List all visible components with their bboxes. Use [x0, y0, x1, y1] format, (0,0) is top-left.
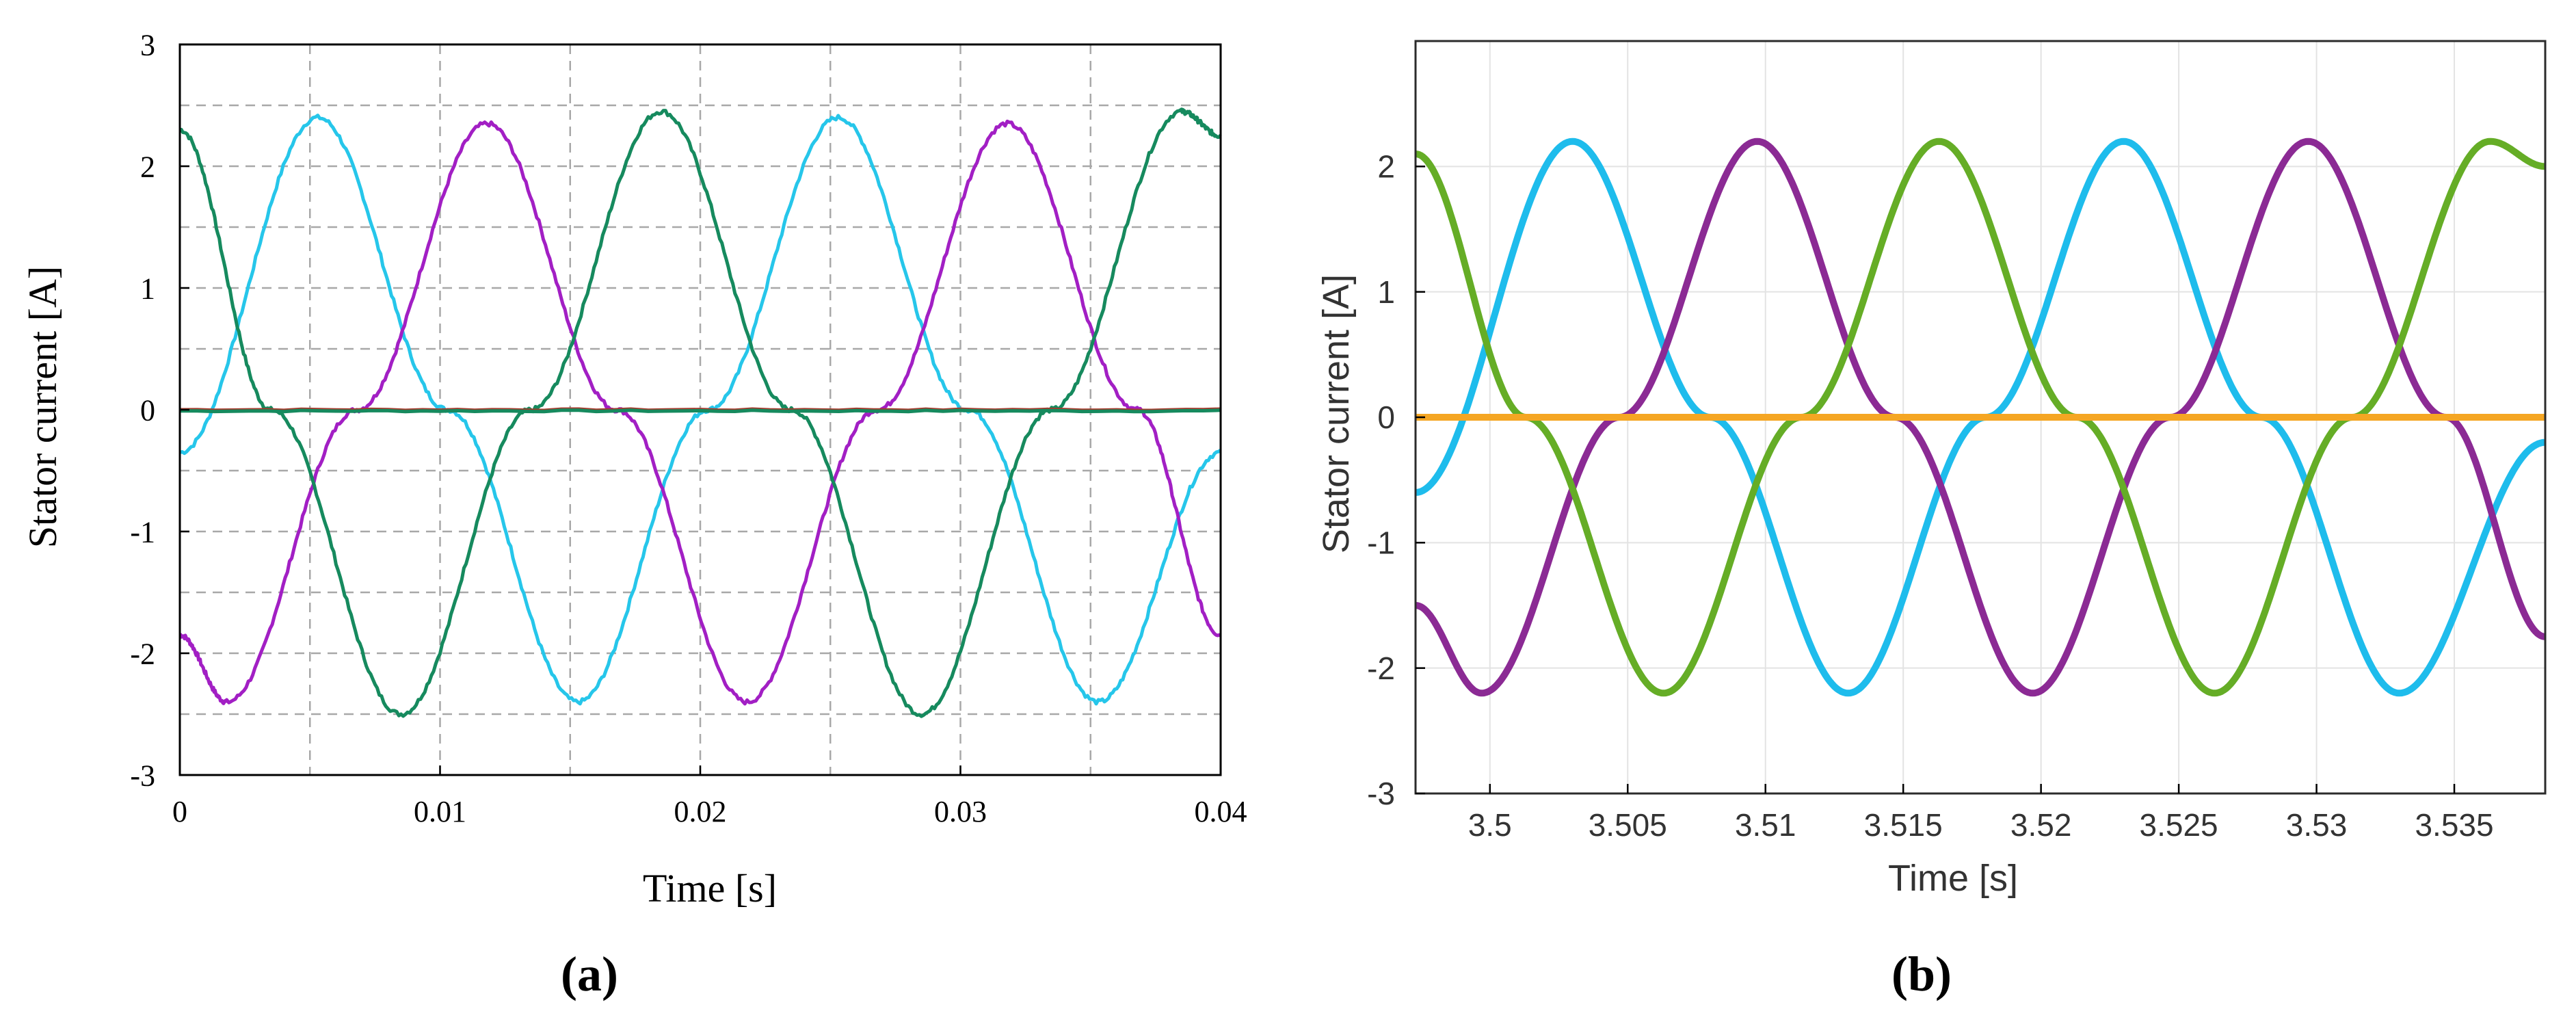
panel-b-label: (b)	[1891, 947, 1952, 1001]
panel-a-label: (a)	[561, 947, 618, 1001]
panel-a-series	[178, 107, 1222, 718]
panel-b-x-axis-label: Time [s]	[1888, 858, 2018, 899]
y-tick-label: -1	[1367, 525, 1395, 560]
y-tick-label: 3	[140, 28, 155, 62]
panel-b-series	[1413, 137, 2548, 697]
panel-a-ticks: 0 0.01 0.02 0.03 0.04 3 2 1 0 -1 -2 -3	[130, 28, 1247, 828]
y-tick-label: 1	[140, 272, 155, 305]
series-line-3	[179, 107, 1222, 718]
y-tick-label: -2	[130, 637, 155, 670]
series-line-5	[179, 408, 1221, 414]
x-tick-label: 0.01	[414, 795, 466, 828]
y-tick-label: 1	[1377, 274, 1395, 310]
panel-b: 3.5 3.505 3.51 3.515 3.52 3.525 3.53 3.535 2 1 0 -1…	[1316, 40, 2548, 1001]
x-tick-label: 3.51	[1735, 807, 1796, 843]
panel-b-ticks: 3.5 3.505 3.51 3.515 3.52 3.525 3.53 3.535 2 1 0 -1…	[1367, 148, 2494, 843]
y-tick-label: 2	[1377, 148, 1395, 184]
x-tick-label: 3.525	[2140, 807, 2218, 843]
x-tick-label: 3.515	[1864, 807, 1943, 843]
panel-a-x-axis-label: Time [s]	[643, 866, 777, 910]
series-line-2	[178, 119, 1222, 706]
panel-a: 0 0.01 0.02 0.03 0.04 3 2 1 0 -1 -2 -3 Time [s] Sta…	[21, 28, 1247, 1001]
y-tick-label: 0	[1377, 399, 1395, 435]
x-tick-label: 3.505	[1589, 807, 1667, 843]
x-tick-label: 0.02	[674, 795, 727, 828]
x-tick-label: 3.535	[2415, 807, 2493, 843]
y-tick-label: -3	[1367, 776, 1395, 811]
y-tick-label: -1	[130, 515, 155, 549]
x-tick-label: 3.53	[2286, 807, 2348, 843]
panel-b-y-axis-label: Stator current [A]	[1316, 274, 1357, 553]
panel-a-y-axis-label: Stator current [A]	[21, 266, 65, 548]
x-tick-label: 0.03	[934, 795, 987, 828]
y-tick-label: 2	[140, 150, 155, 183]
series-line-2	[1413, 137, 2547, 697]
x-tick-label: 3.52	[2010, 807, 2072, 843]
x-tick-label: 0	[172, 795, 187, 828]
x-tick-label: 0.04	[1195, 795, 1247, 828]
y-tick-label: -3	[130, 759, 155, 792]
x-tick-label: 3.5	[1468, 807, 1512, 843]
y-tick-label: -2	[1367, 651, 1395, 686]
series-line-3	[1413, 137, 2548, 697]
y-tick-label: 0	[140, 393, 155, 427]
